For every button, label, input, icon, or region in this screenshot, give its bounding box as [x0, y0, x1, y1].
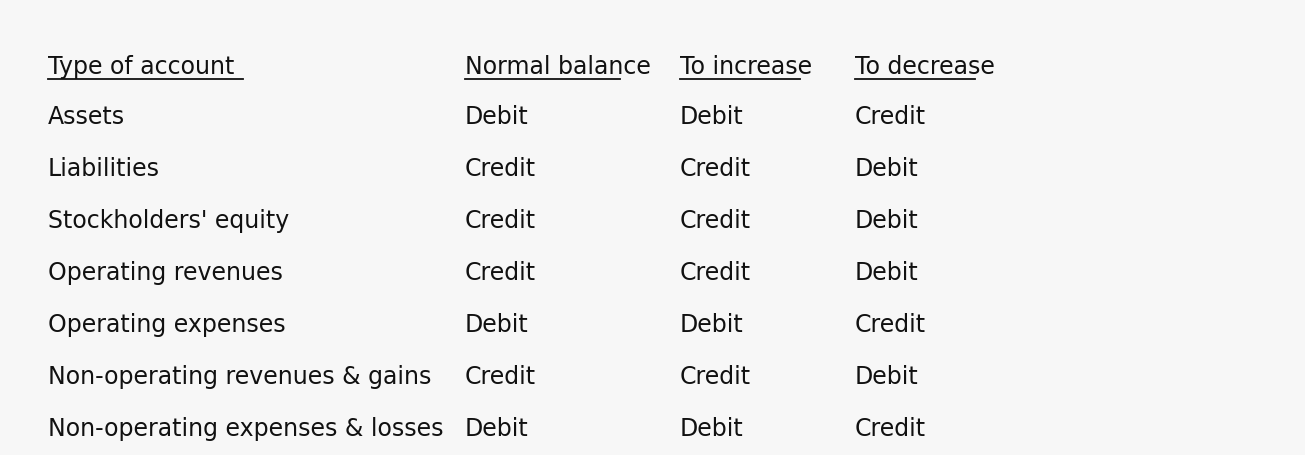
Text: Credit: Credit: [855, 416, 927, 440]
Text: Credit: Credit: [680, 260, 752, 284]
Text: Credit: Credit: [680, 364, 752, 388]
Text: To increase: To increase: [680, 55, 812, 79]
Text: Operating expenses: Operating expenses: [48, 312, 286, 336]
Text: Assets: Assets: [48, 105, 125, 129]
Text: Debit: Debit: [465, 416, 529, 440]
Text: Credit: Credit: [680, 208, 752, 233]
Text: Operating revenues: Operating revenues: [48, 260, 283, 284]
Text: Liabilities: Liabilities: [48, 157, 161, 181]
Text: Credit: Credit: [465, 208, 536, 233]
Text: Debit: Debit: [680, 416, 744, 440]
Text: Credit: Credit: [855, 312, 927, 336]
Text: Debit: Debit: [855, 260, 919, 284]
Text: Normal balance: Normal balance: [465, 55, 651, 79]
Text: Credit: Credit: [465, 364, 536, 388]
Text: Non-operating revenues & gains: Non-operating revenues & gains: [48, 364, 432, 388]
Text: Non-operating expenses & losses: Non-operating expenses & losses: [48, 416, 444, 440]
Text: Debit: Debit: [680, 312, 744, 336]
Text: Type of account: Type of account: [48, 55, 235, 79]
Text: Stockholders' equity: Stockholders' equity: [48, 208, 290, 233]
Text: Debit: Debit: [855, 208, 919, 233]
Text: Debit: Debit: [855, 157, 919, 181]
Text: Credit: Credit: [855, 105, 927, 129]
Text: To decrease: To decrease: [855, 55, 994, 79]
Text: Debit: Debit: [855, 364, 919, 388]
Text: Credit: Credit: [680, 157, 752, 181]
Text: Credit: Credit: [465, 157, 536, 181]
Text: Credit: Credit: [465, 260, 536, 284]
Text: Debit: Debit: [465, 105, 529, 129]
Text: Debit: Debit: [680, 105, 744, 129]
Text: Debit: Debit: [465, 312, 529, 336]
